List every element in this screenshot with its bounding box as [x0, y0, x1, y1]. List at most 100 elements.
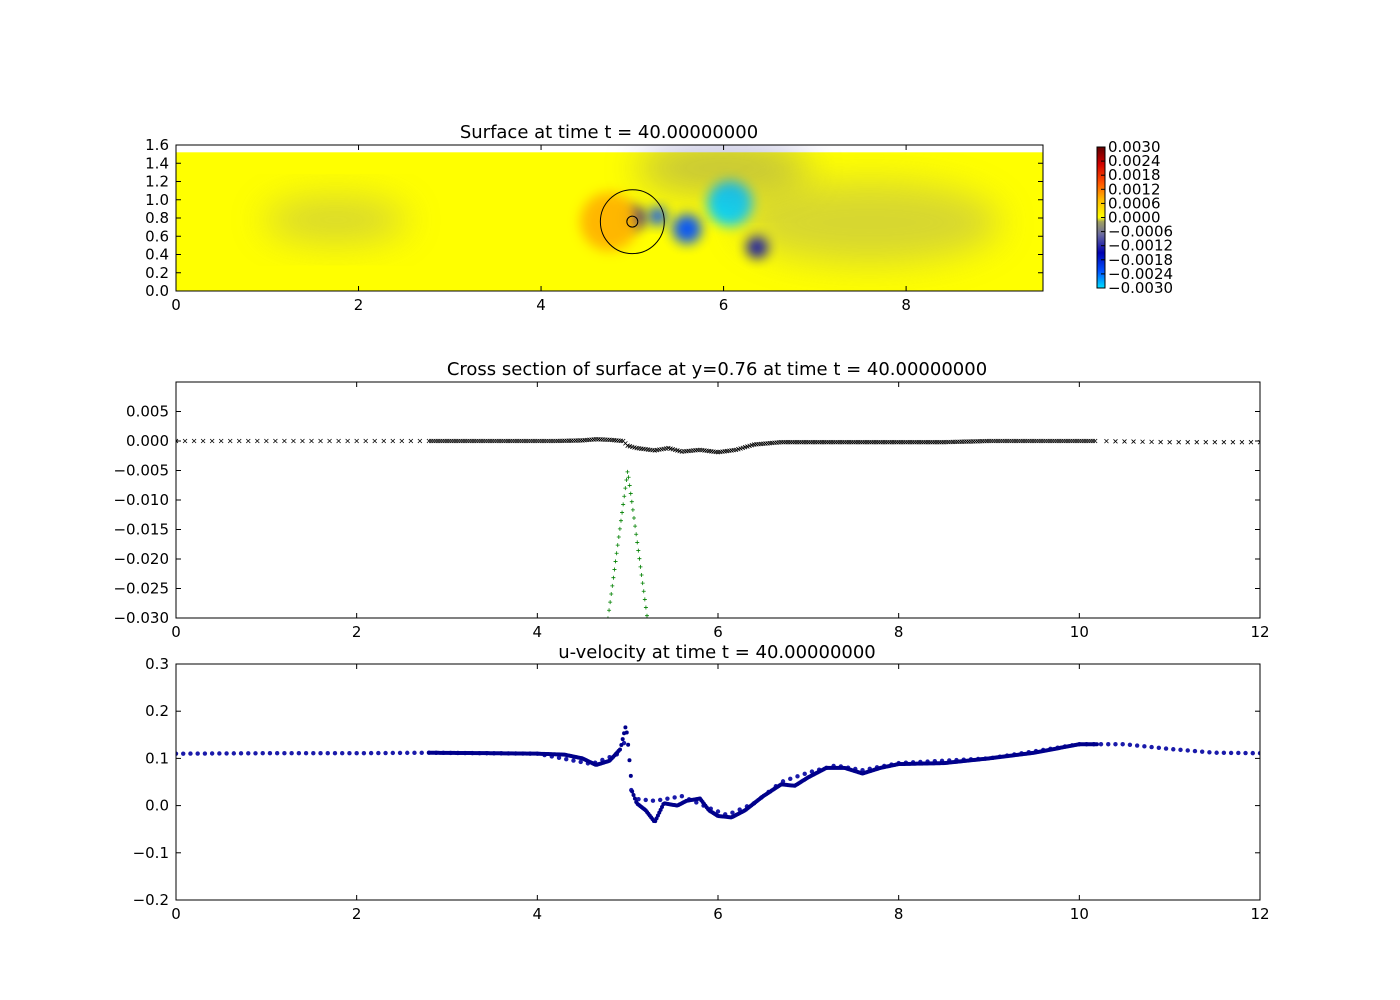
cross-section-point	[354, 438, 359, 444]
cross-section-obstacle-point	[635, 540, 640, 545]
u-velocity-coarse-point	[419, 750, 424, 755]
cross-section-obstacle-point	[607, 608, 612, 613]
u-velocity-xtick-label: 4	[533, 905, 543, 923]
surface-feature	[262, 197, 409, 243]
u-velocity-coarse-point	[1120, 742, 1125, 747]
surface-ytick-label: 0.0	[145, 282, 169, 300]
cross-section-obstacle-point	[657, 703, 661, 707]
u-velocity-coarse-point	[209, 751, 215, 756]
u-velocity-fine-point	[617, 747, 622, 752]
cross-section-point	[381, 438, 387, 444]
cross-section-xtick-label: 4	[533, 623, 543, 641]
cross-section-obstacle-point	[630, 507, 635, 512]
colorbar-tick-label: −0.0018	[1108, 251, 1173, 269]
cross-section-point	[1092, 438, 1098, 444]
cross-section-xtick-label: 10	[1070, 623, 1089, 641]
u-velocity-coarse-point	[361, 750, 367, 756]
surface-xtick-label: 2	[354, 296, 364, 314]
u-velocity-coarse-point	[311, 751, 316, 756]
colorbar-tick-label: −0.0030	[1108, 279, 1173, 297]
cross-section-obstacle-point	[626, 475, 631, 480]
cross-section-point	[209, 438, 215, 444]
colorbar-tick-label: 0.0000	[1108, 209, 1161, 227]
u-velocity-coarse-point	[672, 795, 677, 800]
cross-section-point	[200, 438, 206, 444]
u-velocity-coarse-point	[383, 750, 388, 756]
cross-section-obstacle-point	[627, 483, 632, 488]
u-velocity-coarse-point	[636, 796, 641, 802]
u-velocity-coarse-point	[181, 751, 186, 756]
u-velocity-coarse-point	[231, 751, 237, 756]
u-velocity-coarse-point	[354, 751, 359, 756]
cross-section-obstacle-point	[631, 515, 636, 520]
cross-section-obstacle-point	[653, 671, 657, 675]
surface-ytick-label: 1.0	[145, 191, 169, 209]
cross-section-obstacle-point	[622, 494, 627, 499]
cross-section-obstacle-point	[625, 469, 630, 474]
cross-section-axis-ticks: 0 2 4 6 8 10 12 −0.030 −0.025 −0.020 −0.015 −0.010 −…	[113, 382, 1270, 641]
u-velocity-coarse-point	[694, 800, 699, 805]
cross-section-obstacle-point	[633, 524, 638, 529]
surface-feature	[672, 214, 702, 244]
cross-section-obstacle-point	[613, 559, 618, 564]
u-velocity-ytick-label: −0.2	[133, 891, 169, 909]
u-velocity-coarse-point	[1142, 744, 1147, 749]
surface-ytick-label: 0.8	[145, 209, 169, 227]
u-velocity-coarse-point	[1149, 744, 1154, 750]
u-velocity-coarse-point	[274, 751, 280, 756]
colorbar-tick-label: 0.0012	[1108, 180, 1161, 198]
u-velocity-xtick-label: 6	[713, 905, 723, 923]
cross-section-obstacle-point	[612, 567, 617, 572]
u-velocity-coarse-point	[253, 751, 258, 756]
u-velocity-fine-point	[1094, 742, 1099, 747]
cross-section-obstacle-point	[652, 663, 656, 667]
u-velocity-coarse-point	[1214, 750, 1219, 755]
u-velocity-axis-ticks: 0 2 4 6 8 10 12 −0.2 −0.1 0.0 0.1 0.2 0.3	[133, 655, 1270, 923]
cross-section-obstacle-point	[623, 486, 628, 491]
cross-section-obstacle-point	[604, 633, 608, 637]
cross-section-obstacle-point	[618, 518, 623, 523]
cross-section-obstacle-point	[637, 556, 642, 561]
cross-section-point	[1212, 439, 1218, 445]
u-velocity-coarse-point	[802, 771, 807, 777]
u-velocity-coarse-point	[571, 758, 576, 763]
cross-section-ytick-label: 0.000	[126, 432, 169, 450]
u-velocity-fine-point	[619, 743, 624, 748]
u-velocity-coarse-point	[224, 751, 229, 756]
surface-xtick-label: 4	[536, 296, 546, 314]
u-velocity-coarse-point	[1199, 749, 1205, 754]
u-velocity-coarse-point	[788, 776, 793, 782]
cross-section-point	[182, 438, 188, 444]
cross-section-point	[176, 438, 179, 444]
cross-section-point	[318, 438, 323, 444]
u-velocity-ytick-label: 0.0	[145, 797, 169, 815]
colorbar-tick-label: 0.0018	[1108, 166, 1161, 184]
colorbar-tick-label: 0.0030	[1108, 138, 1161, 156]
u-velocity-marks	[176, 725, 1260, 824]
cross-section-obstacle-point	[608, 600, 613, 605]
u-velocity-coarse-point	[217, 751, 222, 756]
u-velocity-coarse-point	[1221, 750, 1227, 756]
cross-section-ytick-label: −0.010	[113, 491, 169, 509]
u-velocity-coarse-point	[347, 751, 352, 756]
u-velocity-coarse-point	[1098, 742, 1104, 747]
u-velocity-coarse-point	[202, 751, 208, 756]
u-velocity-coarse-point	[340, 751, 345, 756]
u-velocity-coarse-point	[332, 751, 338, 756]
cross-section-point	[1122, 439, 1127, 444]
u-velocity-coarse-point	[665, 796, 670, 801]
cross-section-point	[1113, 439, 1118, 444]
u-velocity-ytick-label: −0.1	[133, 844, 169, 862]
cross-section-marks	[176, 436, 1260, 707]
cross-section-axes-frame	[175, 381, 1261, 619]
body-inner-marker	[626, 215, 639, 228]
cross-section-obstacle-point	[621, 502, 626, 507]
cross-section-point	[390, 438, 396, 444]
cross-section-obstacle-point	[634, 532, 639, 537]
cross-section-point	[399, 438, 405, 444]
u-velocity-coarse-point	[650, 798, 656, 803]
surface-ytick-label: 0.2	[145, 264, 169, 282]
cross-section-ytick-label: −0.015	[113, 521, 169, 539]
u-velocity-axes-frame	[175, 663, 1261, 901]
